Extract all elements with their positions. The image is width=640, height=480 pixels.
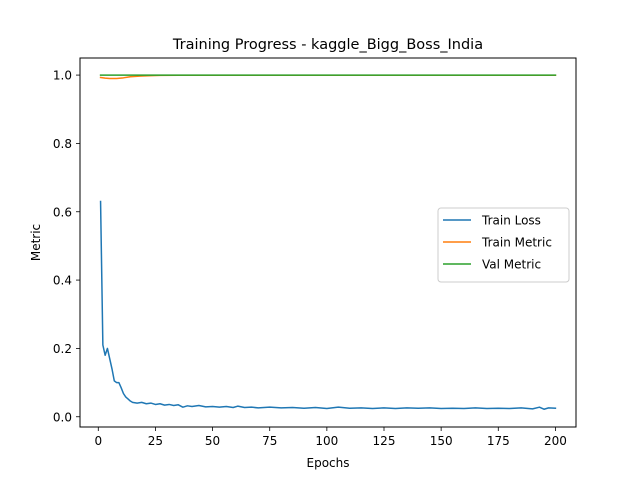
y-tick-label: 1.0 [53, 69, 72, 83]
x-tick-label: 175 [487, 434, 510, 448]
y-axis-title: Metric [29, 224, 43, 261]
x-tick-label: 150 [430, 434, 453, 448]
legend-label: Val Metric [482, 258, 541, 272]
legend-label: Train Loss [481, 214, 541, 228]
y-tick-label: 0.4 [53, 274, 72, 288]
y-tick-label: 0.0 [53, 410, 72, 424]
x-tick-label: 25 [148, 434, 163, 448]
x-tick-label: 0 [94, 434, 102, 448]
y-tick-label: 0.6 [53, 205, 72, 219]
x-axis-title: Epochs [307, 456, 350, 470]
y-axis-ticks: 0.0 0.2 0.4 0.6 0.8 1.0 [53, 69, 80, 424]
x-tick-label: 125 [373, 434, 396, 448]
x-tick-label: 100 [315, 434, 338, 448]
x-axis-ticks: 0 25 50 75 100 125 150 175 200 [94, 427, 567, 448]
x-tick-label: 200 [544, 434, 567, 448]
x-tick-label: 75 [262, 434, 277, 448]
y-tick-label: 0.8 [53, 137, 72, 151]
chart-title: Training Progress - kaggle_Bigg_Boss_Ind… [172, 37, 483, 53]
y-tick-label: 0.2 [53, 342, 72, 356]
series-line-0 [99, 200, 557, 410]
plot-lines [99, 74, 557, 410]
plot-frame [79, 57, 577, 428]
x-tick-label: 50 [205, 434, 220, 448]
legend: Train Loss Train Metric Val Metric [437, 207, 570, 283]
legend-label: Train Metric [481, 236, 552, 250]
